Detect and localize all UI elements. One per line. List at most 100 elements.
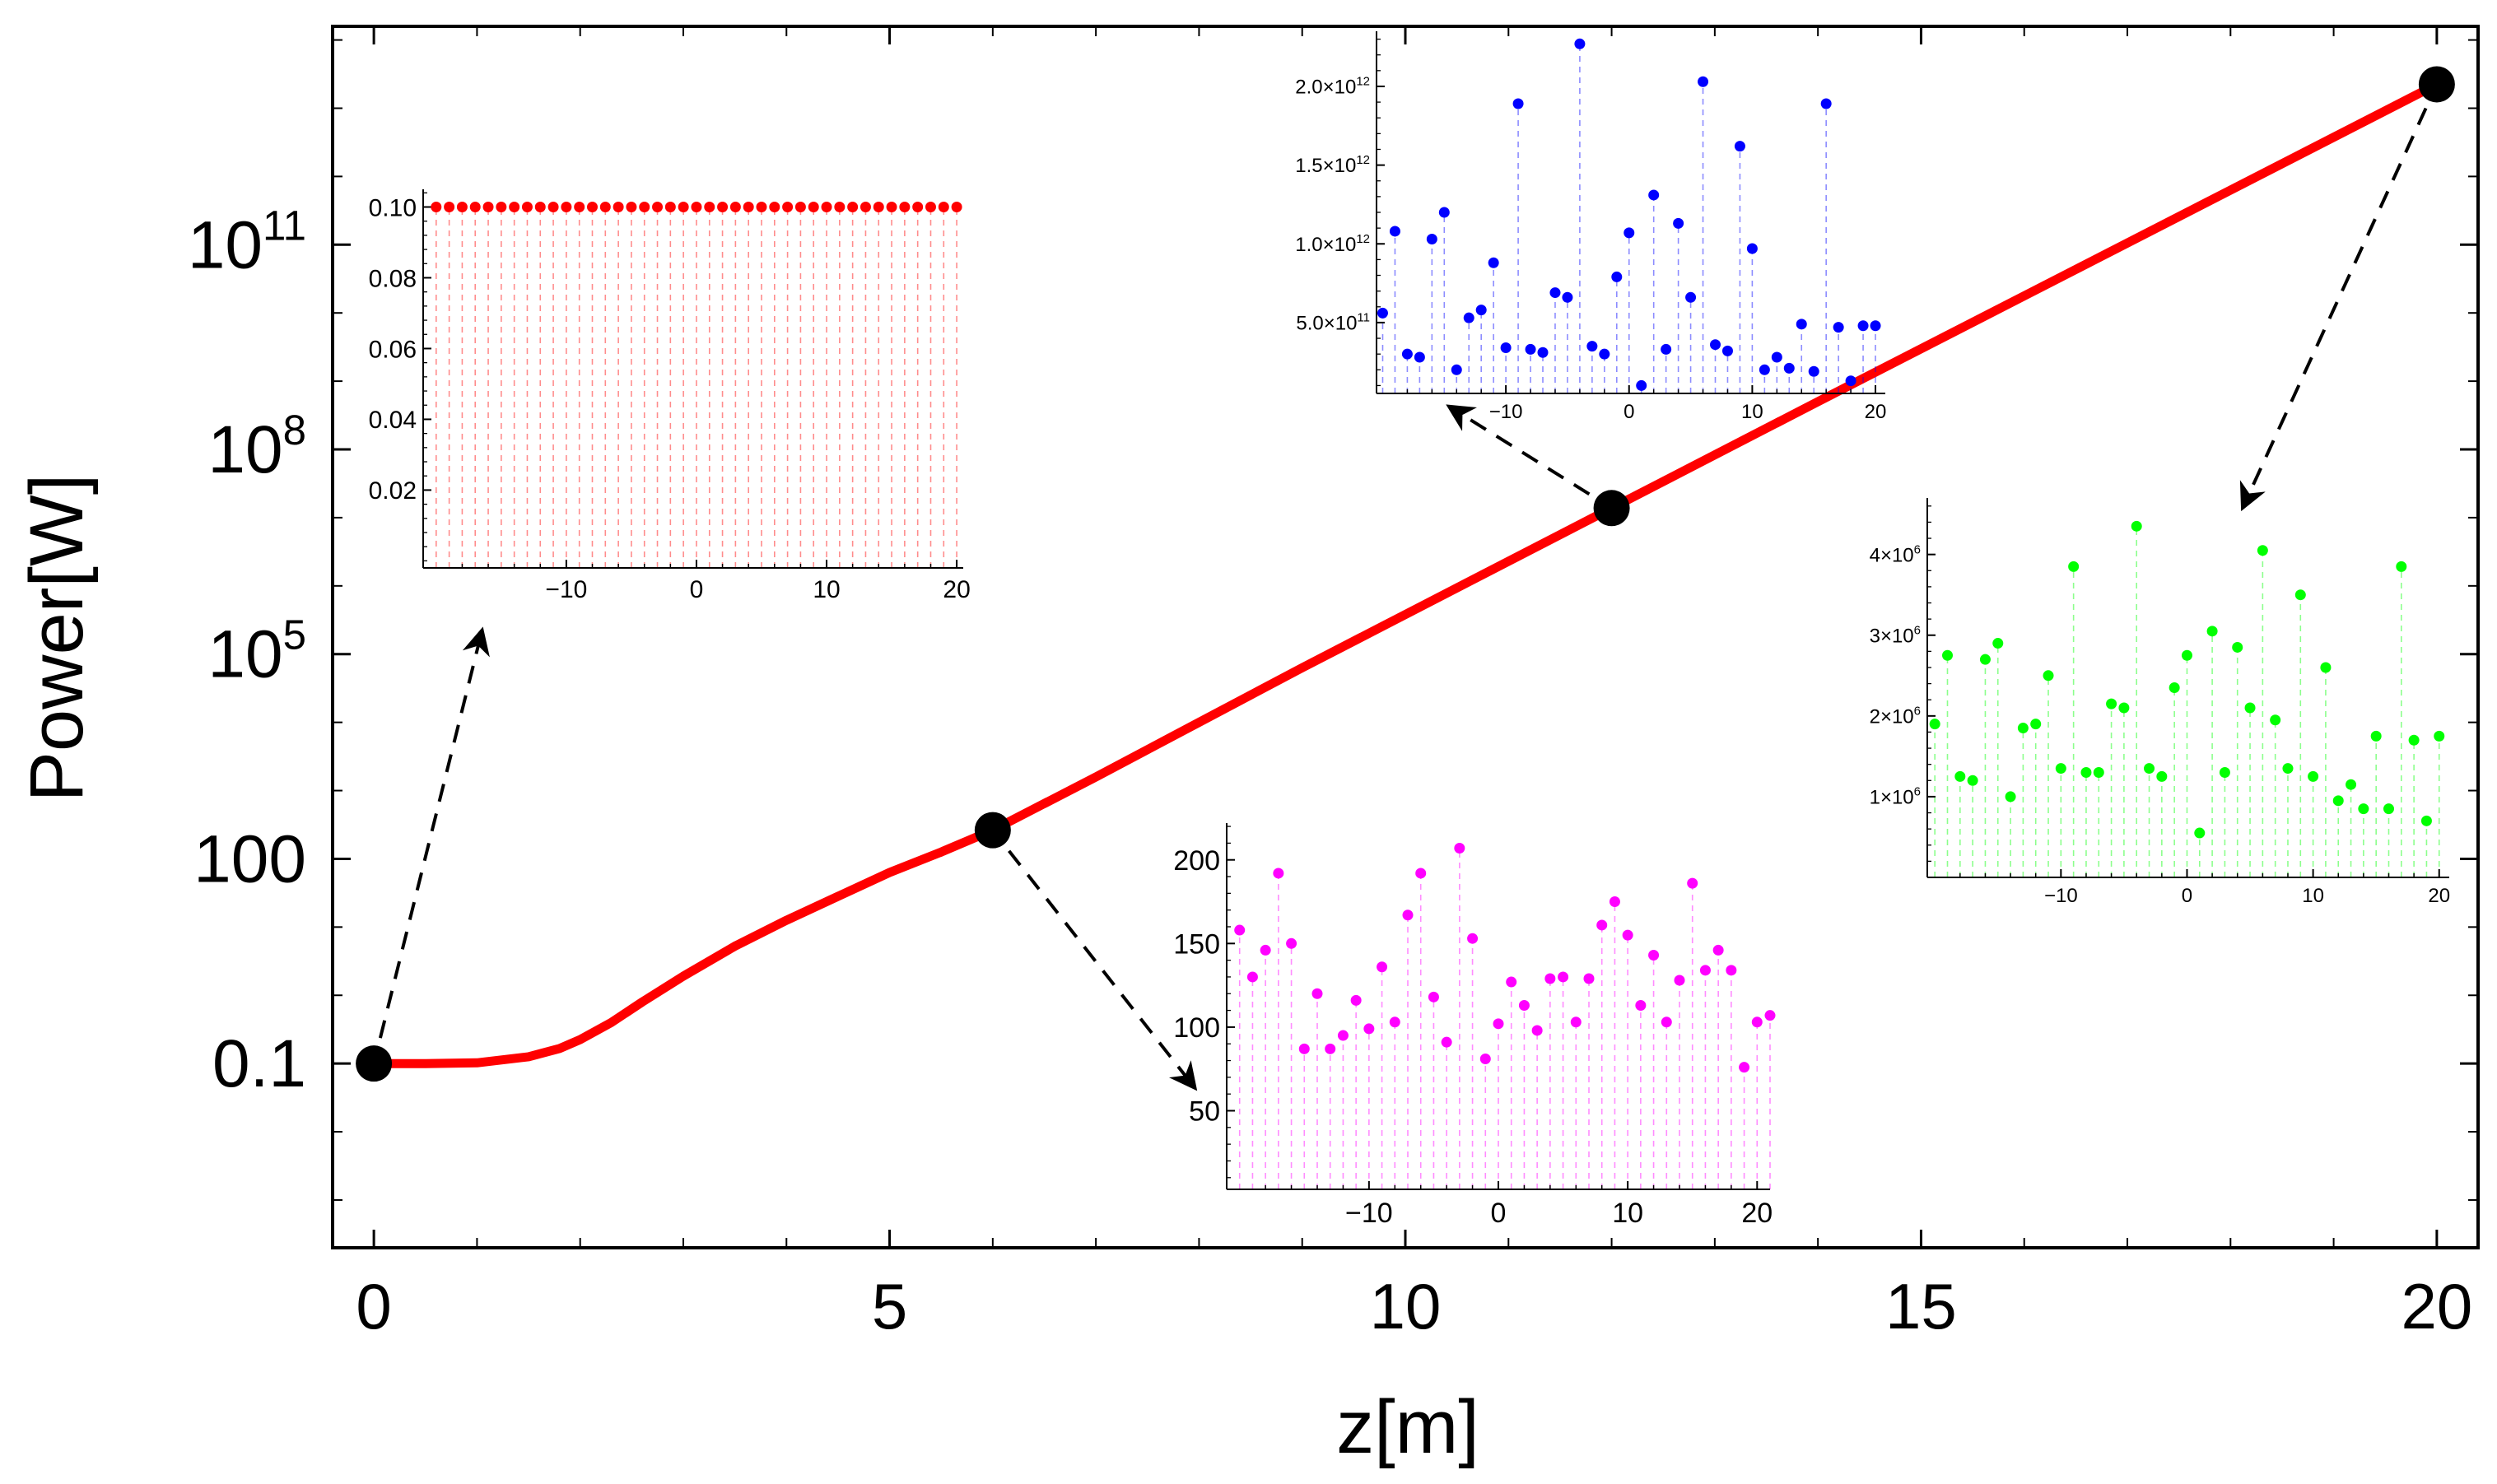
inset-input-field: −10 0 10 20 0.02 0.04 0.06 0.08 0.10	[369, 189, 971, 603]
inset-data-point	[873, 201, 884, 212]
inset-data-point	[613, 201, 624, 212]
inset-data-point	[2346, 779, 2357, 790]
inset-data-point	[1414, 351, 1425, 363]
y-tick-label: 100	[193, 821, 306, 896]
inset-data-point	[1698, 76, 1709, 87]
inset-data-point	[509, 201, 520, 212]
inset-data-point	[1661, 1016, 1672, 1028]
inset-data-point	[1929, 719, 1940, 730]
inset-data-point	[1586, 341, 1598, 352]
y-tick-label: 0.1	[212, 1026, 306, 1101]
inset-data-point	[1648, 189, 1660, 201]
inset-y-tick-label: 200	[1173, 845, 1220, 877]
inset-data-point	[1441, 1036, 1452, 1048]
dashed-arrow	[378, 626, 490, 1039]
inset-data-point	[1506, 976, 1517, 988]
inset-data-point	[1493, 1018, 1504, 1030]
inset-data-point	[886, 201, 897, 212]
inset-data-point	[2294, 589, 2306, 601]
inset-y-tick-label: 0.10	[369, 194, 417, 221]
inset-x-tick-label: 0	[1624, 401, 1634, 423]
inset-x-tick-label: −10	[1345, 1198, 1393, 1229]
inset-x-tick-label: −10	[545, 576, 587, 603]
inset-x-tick-label: 10	[2302, 885, 2324, 907]
inset-data-point	[1845, 375, 1856, 387]
inset-data-point	[1286, 937, 1297, 949]
inset-data-point	[2156, 770, 2168, 782]
inset-data-point	[1622, 929, 1633, 941]
x-tick-label: 20	[2401, 1270, 2473, 1342]
inset-data-point	[1820, 98, 1832, 109]
inset-data-point	[1234, 924, 1246, 936]
inset-data-point	[2308, 770, 2319, 782]
inset-data-point	[1636, 379, 1647, 391]
inset-x-tick-label: 20	[943, 576, 970, 603]
sample-point-marker	[974, 812, 1011, 849]
inset-data-point	[586, 201, 598, 212]
inset-data-point	[1549, 287, 1561, 299]
inset-data-point	[547, 201, 559, 212]
inset-data-point	[456, 201, 468, 212]
inset-x-tick-label: 0	[1491, 1198, 1507, 1229]
inset-data-point	[1426, 234, 1437, 245]
dashed-arrow	[1446, 404, 1591, 495]
inset-data-point	[2030, 719, 2042, 730]
inset-data-point	[1246, 971, 1258, 983]
inset-y-tick-label: 0.02	[369, 477, 417, 505]
inset-data-point	[2068, 561, 2080, 572]
inset-y-tick-label: 0.08	[369, 265, 417, 292]
inset-data-point	[1771, 351, 1782, 363]
inset-y-tick-label: 1×106	[1870, 785, 1921, 809]
inset-data-point	[1574, 38, 1586, 49]
inset-y-tick-label: 150	[1173, 929, 1220, 961]
inset-data-point	[1337, 1030, 1349, 1041]
inset-x-tick-label: 0	[690, 576, 704, 603]
inset-data-point	[1273, 868, 1284, 879]
inset-data-point	[2043, 670, 2054, 682]
inset-data-point	[2320, 662, 2332, 673]
inset-data-point	[1454, 842, 1465, 854]
y-tick-label: 105	[207, 612, 306, 692]
inset-y-tick-label: 3×106	[1870, 623, 1921, 647]
inset-data-point	[2181, 649, 2192, 661]
inset-data-point	[664, 201, 676, 212]
inset-data-point	[599, 201, 611, 212]
inset-x-tick-label: 20	[1865, 401, 1887, 423]
inset-data-point	[2332, 795, 2344, 807]
inset-data-point	[1531, 1025, 1543, 1036]
inset-data-point	[729, 201, 741, 212]
inset-data-point	[1764, 1010, 1776, 1021]
inset-data-point	[2106, 698, 2117, 709]
inset-data-point	[2383, 803, 2394, 815]
x-tick-label: 10	[1370, 1270, 1442, 1342]
inset-data-point	[743, 201, 754, 212]
inset-data-point	[691, 201, 702, 212]
inset-field-at-20m: −10 0 10 20 1×106 2×106 3×106 4×106	[1870, 498, 2450, 907]
inset-data-point	[1967, 775, 1978, 786]
annotation-arrows	[378, 107, 2428, 1091]
inset-data-point	[1377, 307, 1388, 319]
inset-data-point	[1325, 1043, 1336, 1054]
inset-data-point	[2055, 763, 2066, 775]
inset-x-tick-label: 20	[1741, 1198, 1773, 1229]
inset-data-point	[1544, 973, 1556, 984]
inset-data-point	[2282, 763, 2294, 775]
inset-data-point	[847, 201, 859, 212]
dashed-arrow	[1008, 849, 1198, 1091]
inset-data-point	[1808, 365, 1819, 377]
inset-data-point	[1751, 1016, 1763, 1028]
inset-data-point	[925, 201, 936, 212]
inset-data-point	[899, 201, 911, 212]
inset-data-point	[1796, 319, 1807, 330]
inset-data-point	[2169, 682, 2180, 693]
y-axis-label: Power[W]	[15, 474, 99, 802]
inset-y-tick-label: 0.04	[369, 407, 417, 434]
inset-x-tick-label: 20	[2428, 885, 2450, 907]
inset-data-point	[1687, 877, 1698, 889]
x-tick-label: 15	[1885, 1270, 1957, 1342]
inset-data-point	[1428, 991, 1439, 1003]
inset-y-tick-label: 50	[1189, 1096, 1220, 1128]
inset-data-point	[1488, 257, 1499, 268]
inset-data-point	[1726, 965, 1737, 976]
